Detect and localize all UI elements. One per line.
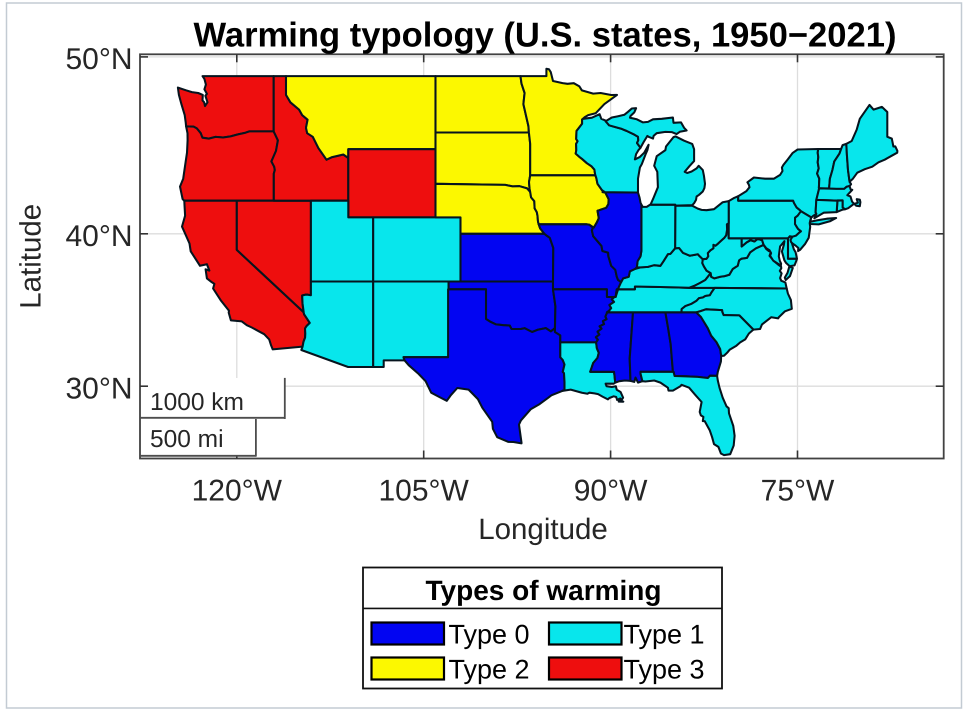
svg-text:30°N: 30°N: [65, 373, 132, 406]
svg-text:Latitude: Latitude: [15, 204, 48, 309]
svg-text:Type 0: Type 0: [449, 619, 530, 649]
svg-text:50°N: 50°N: [65, 43, 132, 76]
svg-text:40°N: 40°N: [65, 220, 132, 253]
svg-text:75°W: 75°W: [761, 475, 835, 508]
svg-text:Types of warming: Types of warming: [426, 575, 662, 606]
svg-text:Type 1: Type 1: [624, 619, 705, 649]
svg-text:500 mi: 500 mi: [150, 426, 224, 453]
svg-text:120°W: 120°W: [192, 475, 283, 508]
svg-text:Longitude: Longitude: [478, 513, 608, 546]
svg-text:1000 km: 1000 km: [150, 389, 244, 416]
svg-text:90°W: 90°W: [574, 475, 648, 508]
svg-text:Type 2: Type 2: [449, 654, 530, 684]
svg-text:105°W: 105°W: [379, 475, 470, 508]
svg-text:Warming typology (U.S. states,: Warming typology (U.S. states, 1950−2021…: [193, 17, 896, 55]
svg-text:Type 3: Type 3: [624, 654, 705, 684]
